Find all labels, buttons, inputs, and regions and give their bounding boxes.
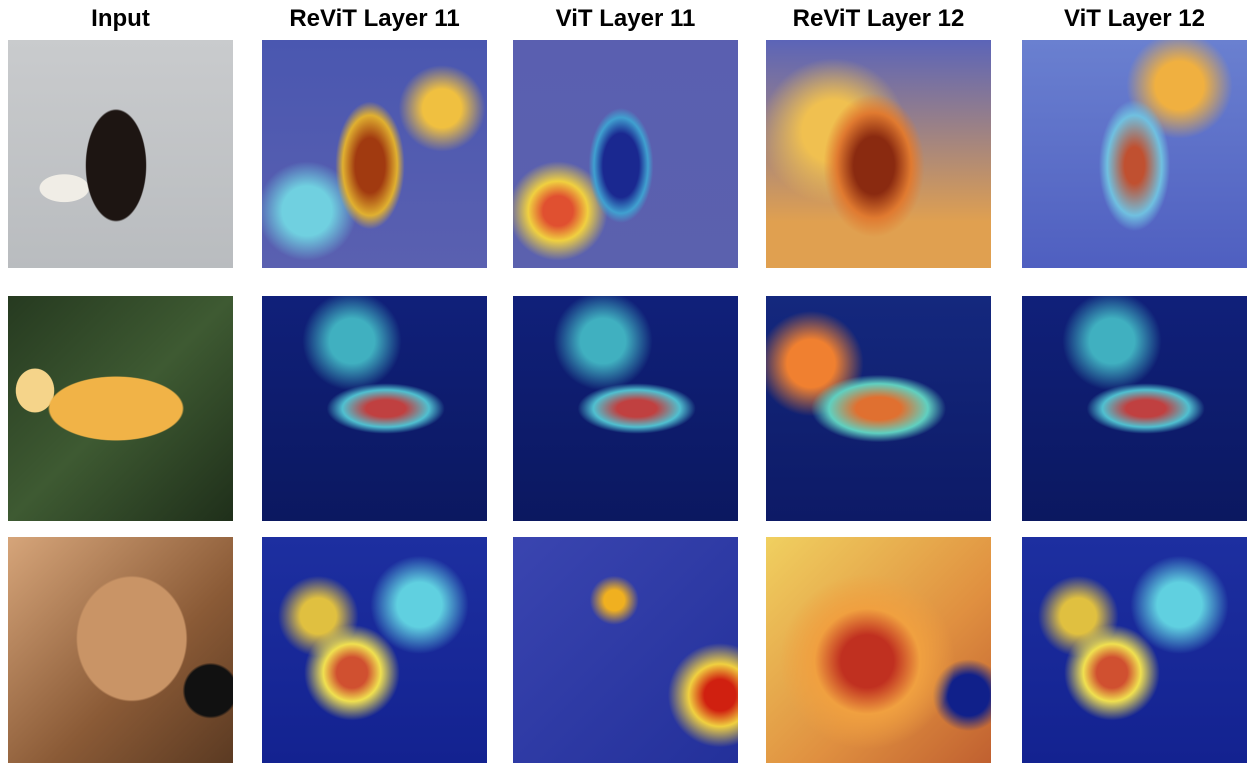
column-header: ReViT Layer 12 bbox=[766, 2, 991, 36]
heatmap bbox=[766, 296, 991, 521]
heatmap bbox=[262, 537, 487, 763]
heatmap bbox=[1022, 537, 1247, 763]
input-image bbox=[8, 537, 233, 763]
column-header: Input bbox=[8, 2, 233, 36]
heatmap bbox=[1022, 296, 1247, 521]
column-header: ViT Layer 12 bbox=[1022, 2, 1247, 36]
heatmap bbox=[766, 40, 991, 268]
column-header: ReViT Layer 11 bbox=[262, 2, 487, 36]
figure: {"columns": ["Input", "ReViT Layer 11", … bbox=[0, 0, 1251, 765]
heatmap bbox=[766, 537, 991, 763]
heatmap bbox=[262, 40, 487, 268]
heatmap bbox=[513, 537, 738, 763]
heatmap bbox=[513, 40, 738, 268]
input-image bbox=[8, 296, 233, 521]
heatmap bbox=[262, 296, 487, 521]
heatmap bbox=[1022, 40, 1247, 268]
column-header: ViT Layer 11 bbox=[513, 2, 738, 36]
input-image bbox=[8, 40, 233, 268]
heatmap bbox=[513, 296, 738, 521]
